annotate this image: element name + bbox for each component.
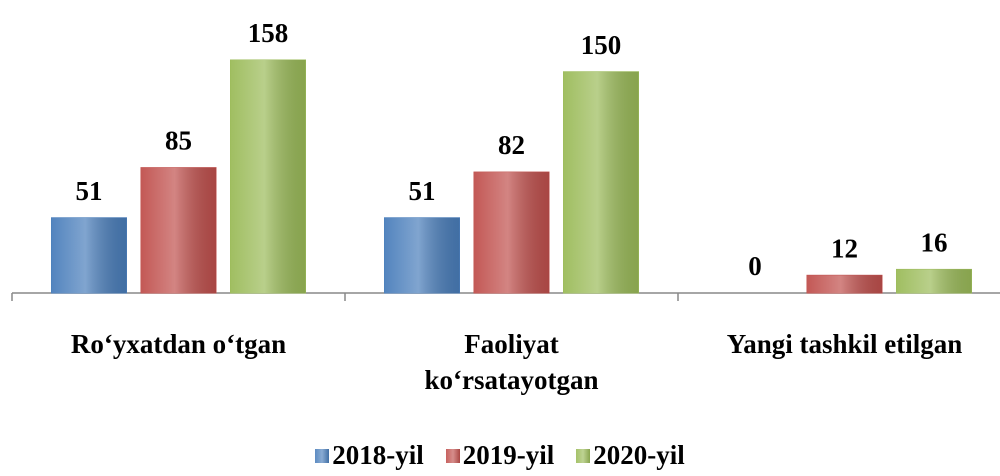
legend-item: 2019-yil <box>445 440 555 471</box>
bar-shine <box>51 217 127 293</box>
data-label: 158 <box>248 18 289 48</box>
x-tick-label: Yangi tashkil etilgan <box>726 329 963 359</box>
legend-swatch <box>445 448 460 463</box>
data-label: 150 <box>581 30 622 60</box>
x-tick-label: Ro‘yxatdan o‘tgan <box>70 329 287 359</box>
bar-shine <box>563 71 639 293</box>
data-label: 12 <box>831 233 858 263</box>
legend: 2018-yil 2019-yil 2020-yil <box>0 440 1000 471</box>
bar-shine <box>141 167 216 293</box>
data-label: 82 <box>498 130 525 160</box>
bar-shine <box>896 269 972 293</box>
bar-shine <box>230 60 306 293</box>
data-label: 85 <box>165 126 192 156</box>
legend-label: 2018-yil <box>332 440 424 470</box>
legend-label: 2020-yil <box>593 440 685 470</box>
legend-item: 2020-yil <box>576 440 685 471</box>
bar-shine <box>384 217 460 293</box>
x-tick-label: Faoliyat ko‘rsatayotgan <box>424 329 599 395</box>
bar-shine <box>807 275 882 293</box>
legend-label: 2019-yil <box>462 440 555 470</box>
legend-item: 2018-yil <box>315 440 424 471</box>
legend-swatch <box>315 448 330 463</box>
data-label: 16 <box>921 227 948 257</box>
bar-shine <box>474 172 549 293</box>
legend-swatch <box>576 448 591 463</box>
data-label: 51 <box>409 176 436 206</box>
data-label: 51 <box>76 176 103 206</box>
data-label: 0 <box>748 251 762 281</box>
